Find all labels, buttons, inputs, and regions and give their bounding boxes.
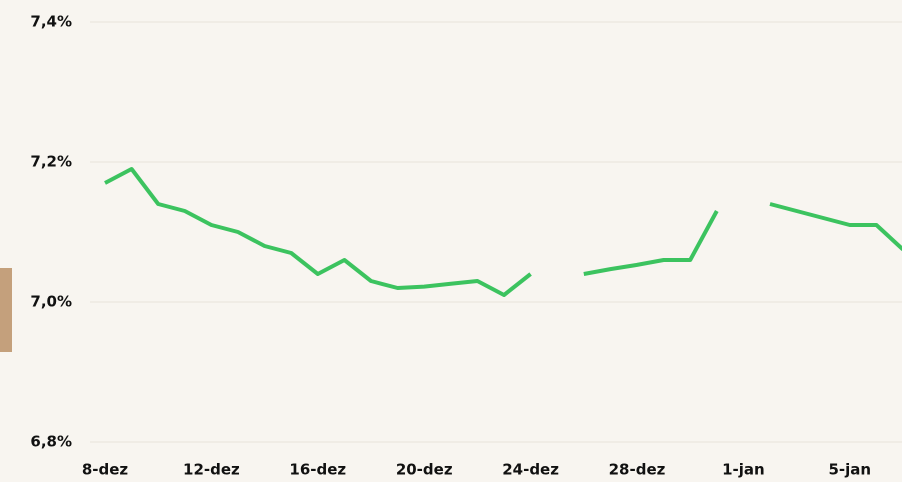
line-series: [104, 167, 532, 297]
y-tick-label: 6,8%: [30, 433, 72, 451]
y-tick-label: 7,2%: [30, 153, 72, 171]
x-tick-label: 20-dez: [396, 461, 453, 479]
x-tick-label: 12-dez: [183, 461, 240, 479]
x-tick-label: 5-jan: [828, 461, 871, 479]
y-tick-label: 7,0%: [30, 293, 72, 311]
x-tick-label: 28-dez: [609, 461, 666, 479]
line-series: [769, 202, 902, 251]
x-tick-label: 1-jan: [722, 461, 765, 479]
side-tab: [0, 268, 12, 352]
x-tick-label: 8-dez: [82, 461, 129, 479]
x-tick-label: 16-dez: [289, 461, 346, 479]
line-series: [583, 210, 719, 276]
y-tick-label: 7,4%: [30, 13, 72, 31]
x-tick-label: 24-dez: [502, 461, 559, 479]
